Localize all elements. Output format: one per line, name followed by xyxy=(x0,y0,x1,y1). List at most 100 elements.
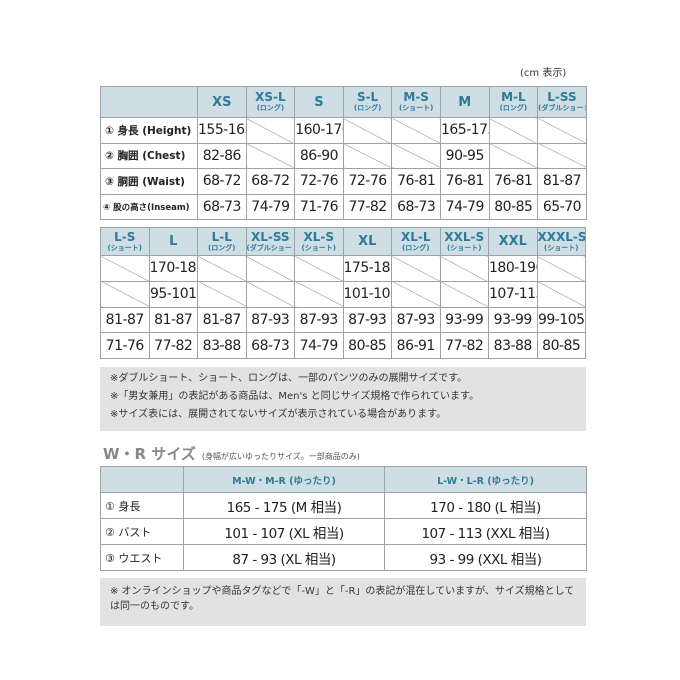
size-table-2: L-S(ショート)LL-L(ロング)XL-SS(ダブルショート)XL-S(ショー… xyxy=(100,227,586,360)
row-label: ① 身長 (Height) xyxy=(100,117,198,144)
empty-cell xyxy=(439,255,489,282)
table-cell: 68-72 xyxy=(197,168,247,195)
table-row: 95-101 101-107 107-113 xyxy=(100,280,586,308)
size-variant: (ロング) xyxy=(208,243,236,252)
table-cell: 107-113 xyxy=(488,280,538,308)
wr-note-box: ※ オンラインショップや商品タグなどで「-W」と「-R」の表記が混在していますが… xyxy=(100,578,586,626)
column-header: L-S (ショート) xyxy=(100,227,150,256)
table-cell: 101 - 107 (XL 相当) xyxy=(183,518,385,545)
wr-title: W・R サイズ xyxy=(103,445,196,463)
size-variant: (ショート) xyxy=(447,243,482,252)
column-header: L-W・L-R (ゆったり) xyxy=(384,466,587,493)
size-variant: (ロング) xyxy=(402,243,430,252)
table-cell: 83-88 xyxy=(197,332,247,360)
table-cell: 77-82 xyxy=(342,193,393,220)
table-cell: 68-73 xyxy=(391,193,441,220)
column-header: XL-S (ショート) xyxy=(294,227,344,256)
wr-size-table: M-W・M-R (ゆったり) L-W・L-R (ゆったり) ① 身長 165 - … xyxy=(100,466,587,571)
table-cell: 180-190 xyxy=(488,255,538,282)
size-name: M-L xyxy=(501,90,526,104)
table-cell: 170 - 180 (L 相当) xyxy=(384,492,587,519)
table-cell: 77-82 xyxy=(439,332,489,360)
table-cell: 86-91 xyxy=(391,332,441,360)
row-label: ② バスト xyxy=(100,518,184,545)
table-cell: 72-76 xyxy=(294,168,344,195)
column-header: M-L (ロング) xyxy=(488,86,539,118)
table-cell: 99-105 xyxy=(536,306,586,334)
table-cell: 160-170 xyxy=(294,117,344,144)
table-cell: 83-88 xyxy=(488,332,538,360)
row-label: ② 胸囲 (Chest) xyxy=(100,142,198,169)
table-cell: 81-87 xyxy=(197,306,247,334)
table-row: ④ 股の高さ(Inseam) 68-73 74-79 71-76 77-82 68-73 7… xyxy=(100,193,587,220)
empty-cell xyxy=(391,117,441,144)
table-cell: 71-76 xyxy=(100,332,150,360)
empty-cell xyxy=(342,117,393,144)
table-cell: 80-85 xyxy=(536,332,586,360)
column-header: XXL-S (ショート) xyxy=(439,227,489,256)
table-cell: 72-76 xyxy=(342,168,393,195)
row-label: ① 身長 xyxy=(100,492,184,519)
size-name: L-SS xyxy=(547,90,577,104)
column-header: XL-L (ロング) xyxy=(391,227,441,256)
table-cell: 76-81 xyxy=(391,168,441,195)
size-table-1: XS XS-L (ロング) S S-L (ロング) M-S (ショート) M M-L (ロング) L-… xyxy=(100,86,587,220)
table-cell: 81-87 xyxy=(100,306,150,334)
empty-cell xyxy=(488,117,539,144)
size-variant: (ショート) xyxy=(301,243,336,252)
table-cell: 68-72 xyxy=(245,168,296,195)
table-cell: 65-70 xyxy=(537,193,587,220)
table-row: 71-76 77-82 83-88 68-73 74-79 80-85 86-91 77-82… xyxy=(100,332,586,360)
empty-cell xyxy=(488,142,539,169)
table-cell: 68-73 xyxy=(197,193,247,220)
empty-cell xyxy=(100,280,150,308)
wr-note: ※ オンラインショップや商品タグなどで「-W」と「-R」の表記が混在していますが… xyxy=(110,586,575,612)
size-name: XL-S xyxy=(303,229,335,244)
empty-cell xyxy=(245,280,295,308)
corner-cell xyxy=(100,86,198,118)
size-variant: (ダブルショート) xyxy=(538,104,586,112)
table-cell: 80-85 xyxy=(342,332,392,360)
empty-cell xyxy=(536,255,586,282)
table-cell: 74-79 xyxy=(294,332,344,360)
table-cell: 87-93 xyxy=(391,306,441,334)
wr-section-title: W・R サイズ (身幅が広いゆったりサイズ。一部商品のみ) xyxy=(103,443,360,464)
size-variant: (ロング) xyxy=(353,104,382,112)
table-cell: 81-87 xyxy=(537,168,587,195)
table-cell: 82-86 xyxy=(197,142,247,169)
empty-cell xyxy=(197,280,247,308)
size-name: L xyxy=(169,234,178,249)
table-row: ① 身長 165 - 175 (M 相当) 170 - 180 (L 相当) xyxy=(100,492,587,519)
column-header: XXXL-S (ショート) xyxy=(536,227,586,256)
size-name: XS-L xyxy=(255,90,286,104)
note-line: ※「男女兼用」の表記がある商品は、Men's と同じサイズ規格で作られています。 xyxy=(110,391,480,402)
table-cell: 80-85 xyxy=(488,193,539,220)
table-cell: 81-87 xyxy=(148,306,198,334)
empty-cell xyxy=(245,117,296,144)
column-header: XS-L (ロング) xyxy=(245,86,296,118)
empty-cell xyxy=(342,142,393,169)
column-header: S-L (ロング) xyxy=(342,86,393,118)
empty-cell xyxy=(100,255,150,282)
table-cell: 101-107 xyxy=(342,280,392,308)
note-line: ※ダブルショート、ショート、ロングは、一部のパンツのみの展開サイズです。 xyxy=(110,373,468,384)
table-cell: 93 - 99 (XXL 相当) xyxy=(384,544,587,571)
empty-cell xyxy=(537,117,587,144)
table-row: ③ 胴囲 (Waist) 68-72 68-72 72-76 72-76 76-81 76-… xyxy=(100,168,587,195)
empty-cell xyxy=(391,280,441,308)
column-header: M-W・M-R (ゆったり) xyxy=(183,466,385,493)
table-cell: 93-99 xyxy=(488,306,538,334)
column-header: M xyxy=(439,86,490,118)
empty-cell xyxy=(391,142,441,169)
table-cell: 87-93 xyxy=(342,306,392,334)
table-cell: 95-101 xyxy=(148,280,198,308)
empty-cell xyxy=(439,280,489,308)
empty-cell xyxy=(245,255,295,282)
corner-cell xyxy=(100,466,184,493)
table-row: ② 胸囲 (Chest) 82-86 86-90 90-95 xyxy=(100,142,587,169)
table-cell: 86-90 xyxy=(294,142,344,169)
table-cell: 175-185 xyxy=(342,255,392,282)
column-header: L-SS(ダブルショート) xyxy=(537,86,587,118)
table-row: ② バスト 101 - 107 (XL 相当) 107 - 113 (XXL 相当) xyxy=(100,518,587,545)
row-label: ③ 胴囲 (Waist) xyxy=(100,168,198,195)
